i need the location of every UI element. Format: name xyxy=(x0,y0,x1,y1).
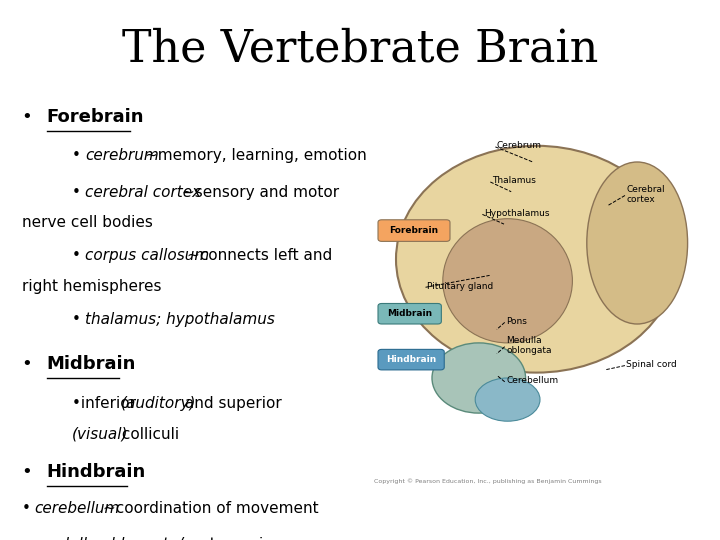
Text: •: • xyxy=(22,463,32,481)
Text: and superior: and superior xyxy=(180,396,282,411)
Ellipse shape xyxy=(443,219,572,343)
Text: •: • xyxy=(72,185,81,200)
Text: The Vertebrate Brain: The Vertebrate Brain xyxy=(122,27,598,70)
Text: •inferior: •inferior xyxy=(72,396,141,411)
Text: Copyright © Pearson Education, Inc., publishing as Benjamin Cummings: Copyright © Pearson Education, Inc., pub… xyxy=(374,478,602,483)
Text: ~sensory and motor: ~sensory and motor xyxy=(182,185,339,200)
Text: •: • xyxy=(72,312,81,327)
Text: (visual): (visual) xyxy=(72,427,128,442)
Text: •: • xyxy=(22,355,32,373)
Text: Cerebral
cortex: Cerebral cortex xyxy=(626,185,665,204)
Ellipse shape xyxy=(396,146,677,373)
Text: Forebrain: Forebrain xyxy=(47,108,144,126)
Text: Midbrain: Midbrain xyxy=(47,355,136,373)
Text: Midbrain: Midbrain xyxy=(387,309,432,318)
Text: Thalamus: Thalamus xyxy=(492,177,536,185)
Text: nerve cell bodies: nerve cell bodies xyxy=(22,215,153,231)
Text: •: • xyxy=(72,248,81,264)
Text: ~coordination of movement: ~coordination of movement xyxy=(103,501,318,516)
Text: ~connects left and: ~connects left and xyxy=(187,248,333,264)
Text: Forebrain: Forebrain xyxy=(390,226,438,235)
Text: •: • xyxy=(22,501,30,516)
Text: Hindbrain: Hindbrain xyxy=(47,463,146,481)
Text: right hemispheres: right hemispheres xyxy=(22,279,161,294)
Text: cerebellum: cerebellum xyxy=(35,501,120,516)
Text: •: • xyxy=(22,537,30,540)
FancyBboxPatch shape xyxy=(378,349,444,370)
Text: Hypothalamus: Hypothalamus xyxy=(484,209,549,218)
Text: (auditory): (auditory) xyxy=(121,396,197,411)
Text: Pons: Pons xyxy=(506,317,527,326)
Text: colliculi: colliculi xyxy=(117,427,179,442)
FancyBboxPatch shape xyxy=(378,303,441,324)
Text: ~memory, learning, emotion: ~memory, learning, emotion xyxy=(145,148,366,164)
Ellipse shape xyxy=(587,162,688,324)
FancyBboxPatch shape xyxy=(378,220,450,241)
Text: Medulla
oblongata: Medulla oblongata xyxy=(506,336,552,355)
Text: corpus callosum: corpus callosum xyxy=(85,248,210,264)
Text: ~autonomic,: ~autonomic, xyxy=(179,537,277,540)
Text: Pituitary gland: Pituitary gland xyxy=(427,282,493,291)
Text: Hindbrain: Hindbrain xyxy=(386,355,436,364)
Text: thalamus; hypothalamus: thalamus; hypothalamus xyxy=(85,312,275,327)
Text: Cerebellum: Cerebellum xyxy=(506,376,558,385)
Text: cerebrum: cerebrum xyxy=(85,148,158,164)
Text: medulla oblongata/ pons: medulla oblongata/ pons xyxy=(35,537,224,540)
Text: •: • xyxy=(72,148,81,164)
Ellipse shape xyxy=(475,378,540,421)
Ellipse shape xyxy=(432,343,526,413)
Text: cerebral cortex: cerebral cortex xyxy=(85,185,201,200)
Text: •: • xyxy=(22,108,32,126)
Text: Spinal cord: Spinal cord xyxy=(626,360,677,369)
Text: Cerebrum: Cerebrum xyxy=(497,141,541,150)
